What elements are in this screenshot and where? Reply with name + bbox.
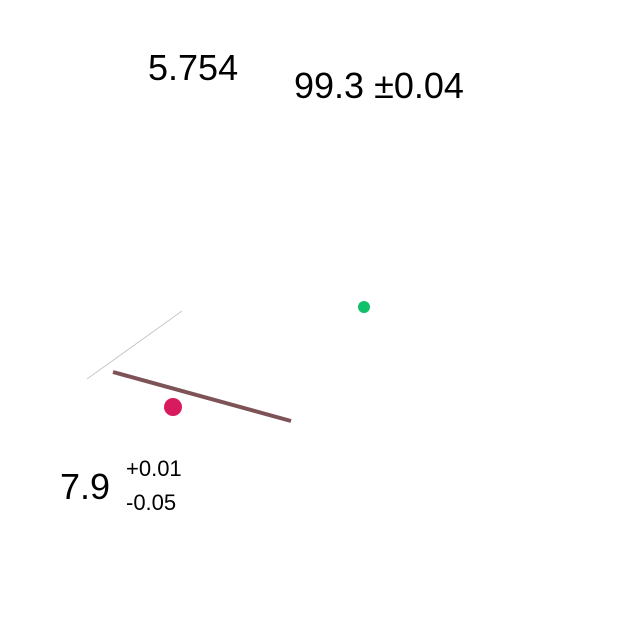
error-minus: -0.05 (126, 490, 177, 515)
value-label-top-left: 5.754 (148, 47, 239, 88)
error-plus: +0.01 (126, 456, 182, 481)
value-label-top-right: 99.3 ±0.04 (294, 65, 464, 106)
value-label-bottom: 7.9 (60, 466, 111, 507)
small-green-dot (358, 301, 370, 313)
large-pink-dot (164, 398, 182, 416)
thick-brown-line (112, 370, 292, 423)
asymmetric-error-label: +0.01 -0.05 (126, 458, 182, 514)
thin-gray-line (86, 310, 183, 380)
